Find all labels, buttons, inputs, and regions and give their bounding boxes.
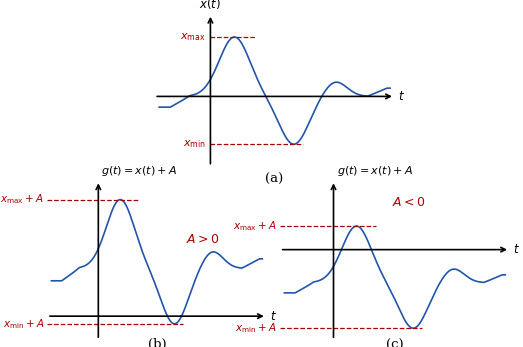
Text: $x_{\mathrm{min}}$: $x_{\mathrm{min}}$ bbox=[183, 138, 206, 150]
Text: $t$: $t$ bbox=[270, 310, 277, 323]
Text: (a): (a) bbox=[266, 173, 283, 186]
Text: $t$: $t$ bbox=[398, 90, 405, 103]
Text: $x(t)$: $x(t)$ bbox=[199, 0, 221, 11]
Text: $g\left(t\right)=x\left(t\right)+A$: $g\left(t\right)=x\left(t\right)+A$ bbox=[337, 164, 413, 178]
Text: $x_{\mathrm{min}}+A$: $x_{\mathrm{min}}+A$ bbox=[235, 321, 277, 335]
Text: (b): (b) bbox=[147, 338, 166, 347]
Text: $A>0$: $A>0$ bbox=[186, 233, 220, 246]
Text: $A<0$: $A<0$ bbox=[392, 196, 426, 209]
Text: $x_{\mathrm{min}}+A$: $x_{\mathrm{min}}+A$ bbox=[3, 317, 44, 331]
Text: (c): (c) bbox=[386, 338, 404, 347]
Text: $x_{\mathrm{max}}+A$: $x_{\mathrm{max}}+A$ bbox=[1, 193, 44, 206]
Text: $x_{\mathrm{max}}$: $x_{\mathrm{max}}$ bbox=[180, 31, 206, 43]
Text: $x_{\mathrm{max}}+A$: $x_{\mathrm{max}}+A$ bbox=[233, 219, 277, 233]
Text: $t$: $t$ bbox=[513, 243, 520, 256]
Text: $g\left(t\right)=x\left(t\right)+A$: $g\left(t\right)=x\left(t\right)+A$ bbox=[101, 163, 177, 178]
